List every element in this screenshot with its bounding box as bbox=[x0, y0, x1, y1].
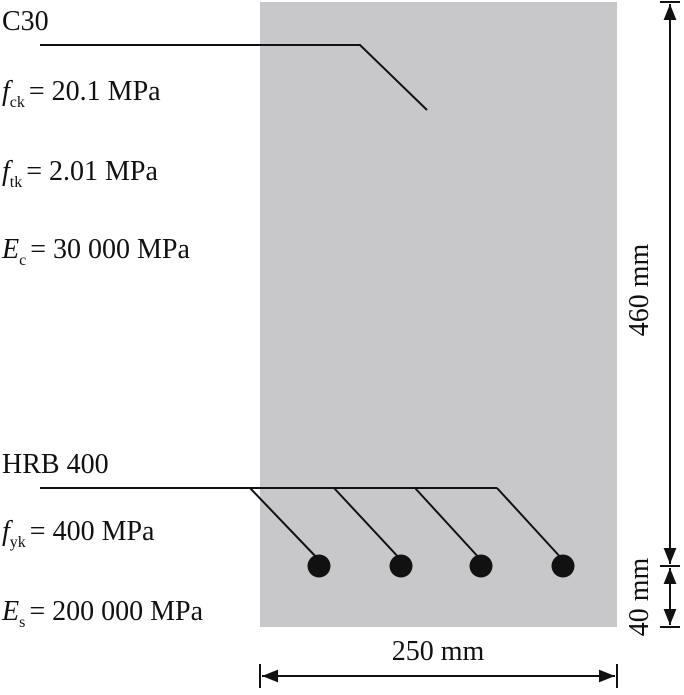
property: Ec = 30 000 MPa bbox=[1, 234, 190, 269]
subscript: s bbox=[19, 614, 25, 631]
property: fck = 20.1 MPa bbox=[2, 76, 161, 111]
width-label: 250 mm bbox=[392, 636, 485, 667]
value: = 400 MPa bbox=[30, 516, 155, 547]
property: ftk = 2.01 MPa bbox=[2, 156, 158, 191]
leader-line bbox=[333, 487, 402, 561]
value: = 20.1 MPa bbox=[29, 76, 161, 107]
rebar bbox=[551, 554, 575, 578]
subscript: c bbox=[19, 252, 26, 269]
cover-label: 40 mm bbox=[624, 558, 655, 637]
steel-grade: HRB 400 bbox=[2, 449, 109, 480]
rebar bbox=[469, 554, 493, 578]
symbol: f bbox=[2, 516, 13, 547]
symbol: E bbox=[1, 234, 19, 265]
property: fyk = 400 MPa bbox=[2, 516, 155, 551]
property: Es = 200 000 MPa bbox=[1, 596, 204, 631]
leader-line bbox=[249, 487, 320, 561]
subscript: ck bbox=[10, 94, 25, 111]
value: = 200 000 MPa bbox=[29, 596, 203, 627]
symbol: E bbox=[1, 596, 19, 627]
value: = 2.01 MPa bbox=[26, 156, 158, 187]
symbol: f bbox=[2, 76, 13, 107]
concrete-grade: C30 bbox=[2, 6, 49, 37]
leader-line bbox=[40, 44, 428, 111]
rebar bbox=[307, 554, 331, 578]
beam-section bbox=[260, 2, 617, 627]
leader-line bbox=[414, 487, 482, 561]
value: = 30 000 MPa bbox=[30, 234, 190, 265]
rebar bbox=[389, 554, 413, 578]
subscript: yk bbox=[10, 534, 26, 551]
symbol: f bbox=[2, 156, 13, 187]
leader-line bbox=[496, 487, 564, 561]
subscript: tk bbox=[10, 174, 22, 191]
height-label: 460 mm bbox=[624, 244, 655, 337]
